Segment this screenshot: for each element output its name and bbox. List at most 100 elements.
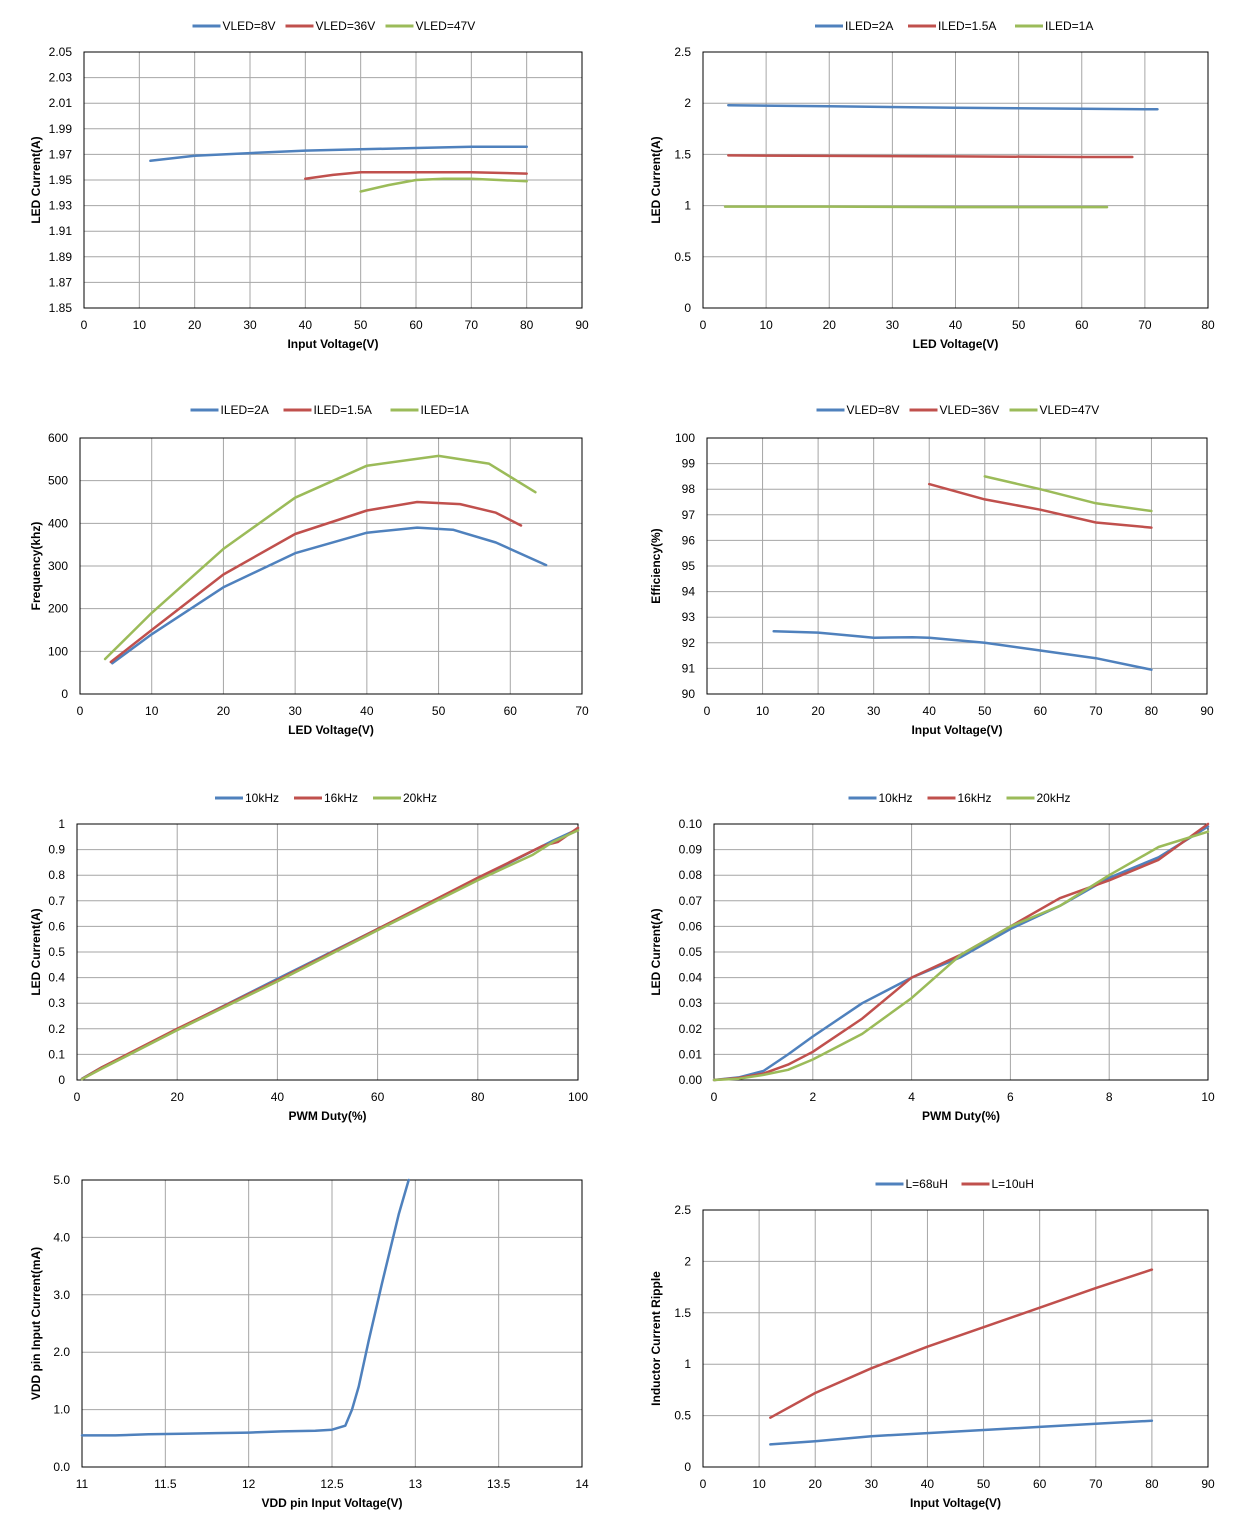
y-tick-label: 1.87 (49, 275, 73, 289)
x-tick-label: 40 (921, 1477, 935, 1491)
y-tick-label: 0.5 (48, 945, 65, 959)
x-tick-label: 0 (700, 1477, 707, 1491)
legend-label-vled-8v: VLED=8V (847, 403, 900, 417)
y-tick-label: 91 (682, 661, 696, 675)
x-axis-label: PWM Duty(%) (289, 1109, 367, 1123)
y-tick-label: 100 (675, 431, 695, 445)
x-tick-label: 30 (865, 1477, 879, 1491)
y-tick-label: 90 (682, 687, 696, 701)
y-tick-label: 93 (682, 610, 696, 624)
series-line-vdd-current (80, 1178, 410, 1437)
y-tick-label: 0.8 (48, 868, 65, 882)
plot-frame (83, 51, 583, 309)
y-tick-label: 400 (48, 516, 68, 530)
x-tick-label: 20 (811, 704, 825, 718)
x-tick-label: 70 (575, 704, 589, 718)
y-tick-label: 100 (48, 644, 68, 658)
y-tick-label: 2 (684, 96, 691, 110)
y-tick-label: 300 (48, 559, 68, 573)
series-line-iled-1-5a (727, 154, 1134, 159)
series-line-vled-36v (927, 482, 1153, 529)
y-tick-label: 1.85 (49, 301, 73, 315)
x-tick-label: 50 (978, 704, 992, 718)
x-tick-label: 80 (520, 318, 534, 332)
x-tick-label: 60 (504, 704, 518, 718)
y-tick-label: 5.0 (53, 1173, 70, 1187)
series-line-iled-1-5a (109, 500, 523, 664)
x-tick-label: 40 (360, 704, 374, 718)
legend-label-vled-47v: VLED=47V (1040, 403, 1100, 417)
y-axis-label: LED Current(A) (29, 136, 43, 223)
y-tick-label: 0.1 (48, 1047, 65, 1061)
legend-label-iled-1-5a: ILED=1.5A (314, 403, 372, 417)
x-tick-label: 70 (1138, 318, 1152, 332)
x-tick-label: 2 (809, 1090, 816, 1104)
legend-label-iled-2a: ILED=2A (221, 403, 269, 417)
x-tick-label: 70 (1089, 1477, 1103, 1491)
y-tick-label: 0.0 (53, 1460, 70, 1474)
x-tick-label: 10 (752, 1477, 766, 1491)
x-tick-label: 30 (288, 704, 302, 718)
x-tick-label: 50 (354, 318, 368, 332)
x-tick-label: 90 (1201, 1477, 1215, 1491)
y-tick-label: 96 (682, 533, 696, 547)
plot-frame (713, 823, 1209, 1081)
y-tick-label: 0 (61, 687, 68, 701)
x-tick-label: 20 (823, 318, 837, 332)
x-tick-label: 40 (923, 704, 937, 718)
y-tick-label: 92 (682, 636, 696, 650)
series-line-iled-2a (111, 526, 548, 665)
x-tick-label: 40 (271, 1090, 285, 1104)
y-tick-label: 1.99 (49, 122, 73, 136)
x-axis-label: LED Voltage(V) (288, 723, 374, 737)
x-tick-label: 12 (242, 1477, 256, 1491)
x-tick-label: 40 (949, 318, 963, 332)
x-tick-label: 50 (977, 1477, 991, 1491)
y-tick-label: 1 (684, 199, 691, 213)
series-line-vled-36v (304, 171, 528, 180)
x-tick-label: 0 (77, 704, 84, 718)
series-line-vled-8v (772, 630, 1153, 671)
x-tick-label: 80 (471, 1090, 485, 1104)
series-line-l-10uh (769, 1268, 1154, 1419)
chart-efficiency-vs-input-voltage: 0 10 20 30 40 50 60 70 80 90 90 91 92 93 94 95 96 97 98 99 1… (649, 403, 1214, 737)
x-tick-label: 6 (1007, 1090, 1014, 1104)
x-tick-label: 13 (409, 1477, 423, 1491)
x-tick-label: 70 (1089, 704, 1103, 718)
x-tick-label: 10 (145, 704, 159, 718)
x-tick-label: 13.5 (487, 1477, 511, 1491)
x-tick-label: 10 (759, 318, 773, 332)
y-tick-label: 0.09 (679, 843, 703, 857)
y-tick-label: 2.01 (49, 96, 73, 110)
x-tick-label: 70 (465, 318, 479, 332)
x-tick-label: 50 (432, 704, 446, 718)
x-tick-label: 30 (243, 318, 257, 332)
x-tick-label: 0 (704, 704, 711, 718)
x-tick-label: 10 (1201, 1090, 1215, 1104)
series-line-vled-47v (983, 475, 1153, 513)
y-tick-label: 3.0 (53, 1288, 70, 1302)
y-tick-label: 0.03 (679, 996, 703, 1010)
y-tick-label: 0.05 (679, 945, 703, 959)
legend-label-l-10uh: L=10uH (992, 1177, 1034, 1191)
legend-label-16khz: 16kHz (958, 791, 992, 805)
legend-label-iled-1a: ILED=1A (421, 403, 469, 417)
x-tick-label: 12.5 (320, 1477, 344, 1491)
x-axis-label: Input Voltage(V) (911, 723, 1002, 737)
y-axis-label: Efficiency(%) (649, 528, 663, 603)
series-line-l-68uh (769, 1419, 1154, 1446)
legend-label-vled-36v: VLED=36V (316, 19, 376, 33)
y-axis-label: Frequency(khz) (29, 522, 43, 611)
x-axis-label: LED Voltage(V) (913, 337, 999, 351)
x-tick-label: 30 (886, 318, 900, 332)
x-tick-label: 90 (1200, 704, 1214, 718)
x-tick-label: 0 (700, 318, 707, 332)
x-tick-label: 0 (74, 1090, 81, 1104)
legend-label-iled-1a: ILED=1A (1045, 19, 1093, 33)
y-tick-label: 1 (58, 817, 65, 831)
x-tick-label: 11.5 (154, 1477, 177, 1491)
y-tick-label: 0.04 (679, 971, 703, 985)
x-tick-label: 30 (867, 704, 881, 718)
legend-label-10khz: 10kHz (245, 791, 279, 805)
y-tick-label: 2.5 (674, 1203, 691, 1217)
